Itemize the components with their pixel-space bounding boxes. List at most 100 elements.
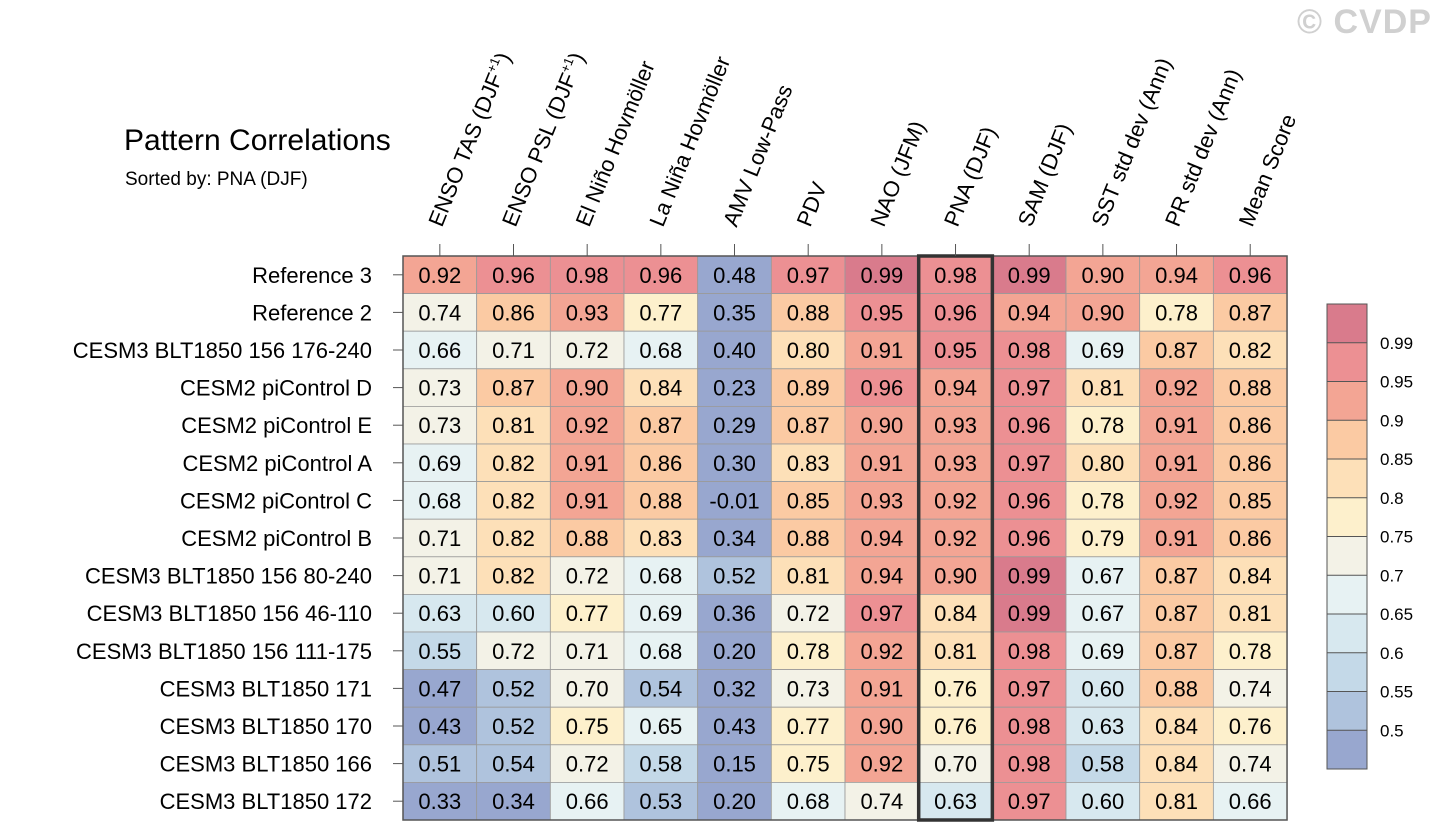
heatmap-cell	[549, 669, 625, 708]
cell-value-label: 0.68	[639, 639, 682, 664]
heatmap-cell	[1139, 481, 1214, 520]
colorbar-swatch	[1327, 420, 1367, 459]
cell-value-label: 0.91	[566, 488, 609, 513]
heatmap-cell	[476, 594, 551, 633]
cell-value-label: 0.67	[1081, 564, 1124, 589]
row-label-cesm2-picontrol-a: CESM2 piControl A	[182, 451, 372, 476]
cell-value-label: 0.92	[860, 639, 903, 664]
heatmap-cell	[697, 706, 772, 746]
heatmap-cell	[770, 481, 846, 520]
heatmap-cell	[844, 744, 920, 783]
heatmap-cell	[770, 556, 846, 595]
cell-value-label: 0.54	[492, 752, 535, 777]
heatmap-cell	[1065, 744, 1141, 783]
chart-title: Pattern Correlations	[124, 124, 391, 157]
heatmap-cell	[623, 782, 699, 821]
heatmap-cell	[697, 443, 772, 482]
heatmap-cell	[1139, 782, 1214, 821]
heatmap-cell	[402, 330, 478, 370]
colorbar-swatch	[1327, 730, 1367, 769]
cell-value-label: 0.98	[1008, 752, 1051, 777]
cell-value-label: 0.82	[492, 564, 535, 589]
heatmap-cell	[476, 255, 551, 294]
cell-value-label: 0.88	[787, 300, 830, 325]
heatmap-cell	[697, 368, 772, 407]
heatmap-cell	[1139, 594, 1214, 633]
heatmap-cell	[402, 556, 478, 595]
heatmap-cell	[1139, 706, 1214, 746]
column-label-el-nino-hovmoller: El Niño Hovmöller	[571, 57, 660, 230]
heatmap-cell	[1139, 293, 1214, 332]
cell-value-label: 0.43	[418, 714, 461, 739]
heatmap-cell	[402, 669, 478, 708]
cell-value-label: 0.93	[934, 451, 977, 476]
cell-value-label: 0.77	[787, 714, 830, 739]
cell-value-label: 0.69	[1081, 639, 1124, 664]
heatmap-cell	[1212, 518, 1288, 558]
heatmap-cell	[549, 706, 625, 746]
cell-value-label: 0.90	[934, 564, 977, 589]
cell-value-label: 0.72	[566, 752, 609, 777]
heatmap-cell	[402, 368, 478, 407]
heatmap-cell	[476, 744, 551, 783]
cell-value-label: 0.88	[566, 526, 609, 551]
heatmap-cell	[770, 518, 846, 558]
cell-value-label: 0.96	[860, 376, 903, 401]
cell-value-label: 0.93	[860, 488, 903, 513]
cell-value-label: 0.96	[1008, 413, 1051, 438]
heatmap-cell	[623, 744, 699, 783]
cell-value-label: 0.96	[1229, 263, 1272, 288]
heatmap-cell	[1139, 368, 1214, 407]
cell-value-label: 0.92	[1155, 488, 1198, 513]
cell-value-label: 0.71	[566, 639, 609, 664]
cell-value-label: 0.82	[1229, 338, 1272, 363]
column-label-nao-jfm: NAO (JFM)	[865, 117, 930, 229]
cell-value-label: 0.99	[1008, 601, 1051, 626]
heatmap-cell	[918, 405, 993, 445]
cell-value-label: 0.95	[860, 300, 903, 325]
heatmap-cell	[844, 706, 920, 746]
heatmap-cell	[402, 744, 478, 783]
heatmap-cell	[697, 293, 772, 332]
heatmap-cell	[1065, 631, 1141, 670]
cell-value-label: 0.78	[1081, 488, 1124, 513]
heatmap-cell	[918, 443, 993, 482]
cell-value-label: 0.74	[860, 789, 903, 814]
heatmap-cell	[991, 518, 1067, 558]
cell-value-label: 0.66	[418, 338, 461, 363]
column-label-enso-tas-djf-1: ENSO TAS (DJF+1)	[422, 48, 515, 229]
cell-value-label: 0.96	[492, 263, 535, 288]
cell-value-label: 0.99	[1008, 564, 1051, 589]
colorbar-tick-label: 0.5	[1380, 721, 1404, 740]
column-label-amv-low-pass: AMV Low-Pass	[718, 81, 798, 230]
row-label-cesm2-picontrol-d: CESM2 piControl D	[180, 376, 372, 401]
colorbar-swatch	[1327, 614, 1367, 653]
cell-value-label: 0.88	[787, 526, 830, 551]
heatmap-cell	[623, 330, 699, 370]
heatmap-cell	[844, 669, 920, 708]
column-label-pna-djf: PNA (DJF)	[939, 123, 1002, 230]
heatmap-cell	[844, 293, 920, 332]
cell-value-label: -0.01	[709, 488, 759, 513]
cell-value-label: 0.73	[418, 376, 461, 401]
cell-value-label: 0.68	[418, 488, 461, 513]
row-label-cesm2-picontrol-e: CESM2 piControl E	[181, 413, 372, 438]
heatmap-cell	[697, 518, 772, 558]
cell-value-label: 0.98	[1008, 338, 1051, 363]
cell-value-label: 0.70	[566, 676, 609, 701]
heatmap-cell	[549, 594, 625, 633]
heatmap-cell	[697, 405, 772, 445]
chart-subtitle: Sorted by: PNA (DJF)	[125, 169, 308, 190]
cell-value-label: 0.90	[1081, 300, 1124, 325]
cell-value-label: 0.91	[860, 451, 903, 476]
heatmap-cell	[991, 706, 1067, 746]
cell-value-label: 0.76	[934, 676, 977, 701]
cell-value-label: 0.33	[418, 789, 461, 814]
cell-value-label: 0.88	[1155, 676, 1198, 701]
cell-value-label: 0.81	[492, 413, 535, 438]
cell-value-label: 0.40	[713, 338, 756, 363]
cell-value-label: 0.84	[639, 376, 682, 401]
cell-value-label: 0.71	[492, 338, 535, 363]
heatmap-cell	[402, 443, 478, 482]
heatmap-cell	[623, 556, 699, 595]
